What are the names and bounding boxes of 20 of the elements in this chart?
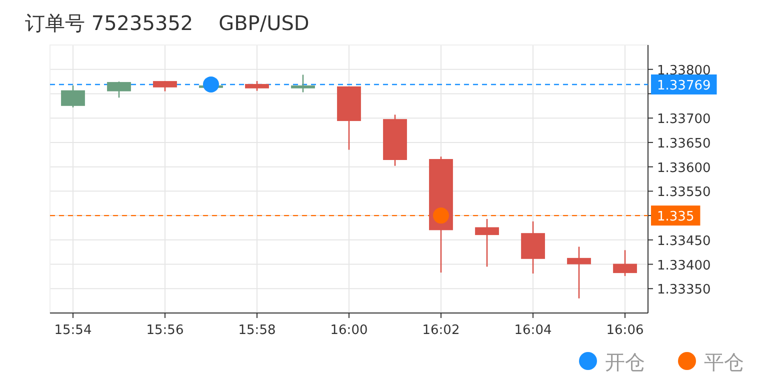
y-tick-label: 1.33350 — [657, 282, 711, 298]
y-tick-label: 1.33650 — [657, 136, 711, 152]
x-tick-label: 16:04 — [514, 323, 552, 338]
x-tick-label: 16:00 — [330, 323, 368, 338]
y-tick-label: 1.33400 — [657, 258, 711, 274]
y-tick-label: 1.33450 — [657, 234, 711, 249]
x-tick-label: 16:02 — [422, 323, 460, 338]
x-tick-label: 15:54 — [54, 323, 92, 338]
y-tick-label: 1.33550 — [657, 185, 711, 200]
legend-label: 平仓 — [704, 350, 744, 374]
y-tick-label: 1.33800 — [657, 63, 711, 78]
x-tick-label: 16:06 — [606, 323, 644, 338]
ref-line-label: 1.33769 — [657, 78, 711, 94]
y-tick-label: 1.33600 — [657, 160, 711, 176]
x-tick-label: 15:56 — [146, 323, 184, 338]
y-tick-label: 1.33700 — [657, 112, 711, 128]
legend-label: 开仓 — [605, 350, 645, 374]
chart-title: 订单号 75235352 GBP/USD — [25, 11, 310, 35]
x-tick-label: 15:58 — [238, 323, 276, 338]
ref-line-label: 1.335 — [657, 210, 694, 225]
